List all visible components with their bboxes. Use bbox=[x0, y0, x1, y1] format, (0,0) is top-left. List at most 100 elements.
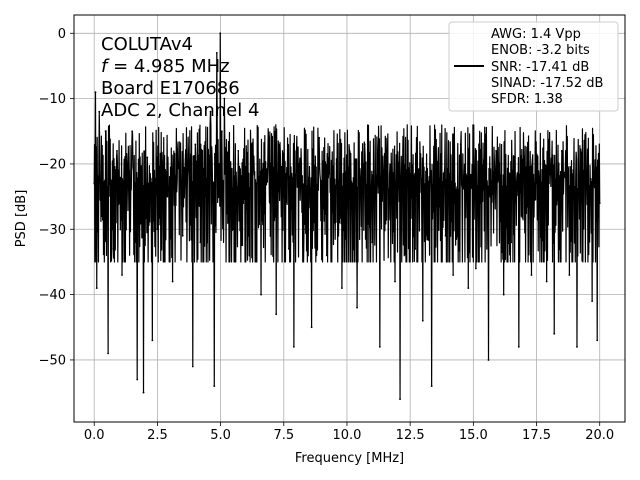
x-tick-label: 10.0 bbox=[332, 428, 361, 443]
psd-data-point bbox=[247, 234, 250, 237]
y-tick-label: −40 bbox=[39, 288, 66, 303]
psd-data-point bbox=[502, 293, 505, 296]
x-tick-label: 2.5 bbox=[147, 428, 168, 443]
psd-data-point bbox=[568, 274, 571, 276]
psd-data-point bbox=[156, 228, 159, 231]
x-tick-label: 7.5 bbox=[273, 428, 294, 443]
psd-data-point bbox=[140, 189, 142, 191]
psd-data-point bbox=[474, 267, 477, 270]
annotation-f-symbol: f bbox=[101, 56, 110, 77]
psd-data-point bbox=[94, 91, 97, 93]
legend: AWG: 1.4 Vpp ENOB: -3.2 bits SNR: -17.41… bbox=[448, 21, 619, 112]
psd-data-point bbox=[116, 149, 118, 152]
x-axis: 0.0 2.5 5.0 7.5 10.0 12.5 15.0 17.5 20.0 bbox=[84, 422, 614, 443]
psd-data-point bbox=[142, 391, 145, 394]
psd-data-point bbox=[386, 149, 389, 152]
psd-data-point bbox=[252, 169, 255, 172]
psd-data-point bbox=[95, 287, 98, 289]
x-axis-label: Frequency [MHz] bbox=[295, 451, 404, 466]
y-tick-label: −50 bbox=[39, 353, 66, 368]
psd-data-point bbox=[186, 163, 189, 165]
psd-data-point bbox=[371, 241, 374, 244]
psd-data-point bbox=[176, 149, 179, 152]
x-tick-label: 5.0 bbox=[210, 428, 231, 443]
y-tick-label: 0 bbox=[58, 27, 66, 42]
x-tick-label: 0.0 bbox=[84, 428, 105, 443]
psd-data-point bbox=[596, 339, 599, 342]
psd-data-point bbox=[292, 345, 295, 348]
psd-data-point bbox=[220, 130, 223, 133]
psd-data-point bbox=[237, 149, 240, 152]
psd-data-point bbox=[459, 143, 462, 146]
psd-data-point bbox=[591, 300, 594, 303]
psd-data-point bbox=[104, 130, 107, 133]
psd-data-point bbox=[378, 345, 381, 348]
psd-data-point bbox=[242, 202, 245, 205]
psd-data-point bbox=[93, 182, 96, 185]
psd-data-point bbox=[310, 326, 313, 329]
x-tick-label: 20.0 bbox=[585, 428, 614, 443]
psd-data-point bbox=[215, 51, 218, 54]
psd-data-point bbox=[333, 221, 336, 224]
psd-data-point bbox=[348, 149, 351, 152]
psd-data-point bbox=[287, 247, 290, 250]
psd-data-point bbox=[545, 280, 548, 283]
psd-series bbox=[93, 32, 601, 401]
psd-data-point bbox=[213, 385, 216, 387]
y-axis: 0 −10 −20 −30 −40 −50 bbox=[39, 27, 74, 368]
psd-data-point bbox=[598, 202, 601, 205]
y-tick-label: −20 bbox=[39, 157, 66, 172]
psd-data-point bbox=[146, 156, 149, 159]
psd-data-point bbox=[107, 352, 110, 355]
psd-data-point bbox=[517, 345, 520, 348]
x-tick-label: 15.0 bbox=[459, 428, 488, 443]
psd-data-point bbox=[421, 319, 424, 322]
psd-data-point bbox=[530, 274, 533, 276]
psd-data-point bbox=[209, 110, 212, 113]
psd-data-point bbox=[467, 287, 470, 289]
psd-data-point bbox=[444, 234, 447, 237]
psd-data-point bbox=[181, 234, 184, 237]
psd-data-point bbox=[100, 215, 103, 218]
psd-data-point bbox=[296, 149, 299, 152]
psd-data-point bbox=[260, 293, 262, 296]
psd-data-point bbox=[227, 176, 230, 178]
psd-data-point bbox=[199, 241, 202, 244]
psd-data-point bbox=[414, 247, 417, 250]
legend-enob: ENOB: -3.2 bits bbox=[491, 43, 590, 58]
psd-data-point bbox=[282, 195, 285, 198]
psd-data-point bbox=[487, 359, 490, 361]
psd-data-point bbox=[161, 163, 164, 165]
psd-data-point bbox=[510, 241, 513, 244]
annotation-frequency-value: = 4.985 MHz bbox=[107, 56, 229, 77]
psd-trace bbox=[93, 32, 601, 400]
psd-data-point bbox=[341, 287, 343, 289]
psd-data-point bbox=[495, 149, 497, 152]
plot-frame bbox=[73, 14, 626, 423]
legend-awg: AWG: 1.4 Vpp bbox=[491, 27, 581, 42]
psd-data-point bbox=[219, 32, 222, 35]
psd-data-point bbox=[98, 110, 101, 113]
psd-data-point bbox=[394, 280, 396, 283]
psd-data-point bbox=[223, 97, 226, 100]
psd-data-point bbox=[131, 130, 134, 133]
psd-data-point bbox=[191, 365, 194, 368]
annotation-block: COLUTAv4 f = 4.985 MHz Board E170686 ADC… bbox=[101, 34, 259, 121]
annotation-device: COLUTAv4 bbox=[101, 34, 193, 55]
psd-data-point bbox=[204, 195, 207, 198]
legend-sinad: SINAD: -17.52 dB bbox=[491, 76, 603, 91]
y-tick-label: −10 bbox=[39, 92, 66, 107]
legend-snr: SNR: -17.41 dB bbox=[491, 60, 589, 75]
psd-data-point bbox=[430, 385, 433, 387]
annotation-board: Board E170686 bbox=[101, 78, 240, 99]
psd-data-point bbox=[118, 202, 121, 205]
y-axis-label: PSD [dB] bbox=[14, 190, 29, 248]
legend-sfdr: SFDR: 1.38 bbox=[491, 92, 563, 107]
psd-data-point bbox=[111, 247, 113, 250]
psd-data-point bbox=[275, 313, 278, 316]
psd-data-point bbox=[121, 274, 123, 276]
psd-data-point bbox=[538, 176, 540, 178]
psd-data-point bbox=[523, 163, 525, 165]
annotation-frequency: f = 4.985 MHz bbox=[101, 56, 230, 77]
